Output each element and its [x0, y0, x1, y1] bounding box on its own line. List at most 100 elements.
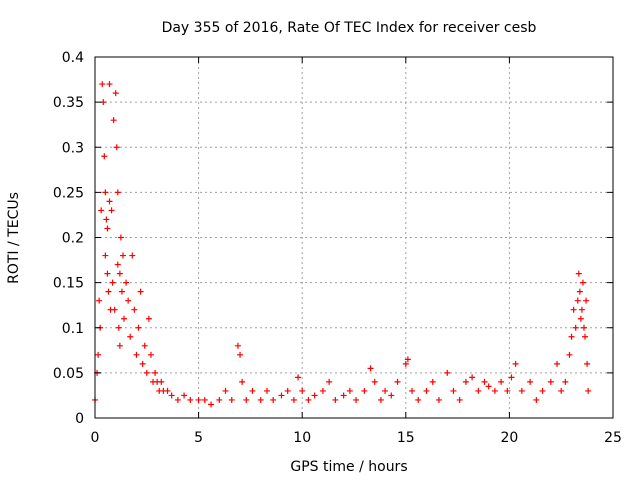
data-point — [409, 387, 416, 394]
data-point — [435, 396, 442, 403]
data-point — [462, 378, 469, 385]
data-point — [201, 396, 208, 403]
data-point — [353, 396, 360, 403]
data-point — [243, 396, 250, 403]
y-tick-label: 0.05 — [53, 366, 84, 382]
data-point — [112, 90, 119, 97]
x-tick-label: 0 — [91, 430, 100, 446]
data-point — [228, 396, 235, 403]
x-tick-label: 20 — [500, 430, 518, 446]
data-point — [574, 297, 581, 304]
data-point — [113, 144, 120, 151]
grid-layer — [95, 57, 613, 418]
data-point — [100, 99, 107, 106]
y-tick-label: 0.1 — [62, 321, 84, 337]
data-point — [111, 306, 118, 313]
x-tick-label: 25 — [604, 430, 622, 446]
data-point — [234, 342, 241, 349]
data-point — [332, 396, 339, 403]
data-point — [119, 252, 126, 259]
data-point — [270, 396, 277, 403]
data-point — [129, 252, 136, 259]
y-tick-label: 0 — [75, 411, 84, 427]
data-point — [562, 378, 569, 385]
data-point — [340, 392, 347, 399]
data-point — [475, 387, 482, 394]
data-point — [371, 378, 378, 385]
data-point — [115, 324, 122, 331]
data-point — [141, 342, 148, 349]
data-point — [311, 392, 318, 399]
data-point — [137, 288, 144, 295]
x-tick-label: 10 — [293, 430, 311, 446]
data-point — [554, 360, 561, 367]
data-point — [568, 333, 575, 340]
data-point — [481, 378, 488, 385]
data-point — [577, 315, 584, 322]
data-point — [105, 288, 112, 295]
data-point — [284, 387, 291, 394]
data-point — [402, 360, 409, 367]
data-point — [404, 356, 411, 363]
data-point — [377, 396, 384, 403]
data-point — [102, 189, 109, 196]
data-point — [263, 387, 270, 394]
data-point — [98, 207, 105, 214]
data-point — [195, 396, 202, 403]
data-point — [102, 252, 109, 259]
data-point — [491, 387, 498, 394]
data-point — [257, 396, 264, 403]
y-tick-label: 0.35 — [53, 95, 84, 111]
data-point — [305, 396, 312, 403]
data-point — [103, 216, 110, 223]
data-point — [143, 369, 150, 376]
data-point — [572, 324, 579, 331]
data-point — [106, 81, 113, 88]
data-point — [429, 378, 436, 385]
data-point — [518, 387, 525, 394]
data-point — [319, 387, 326, 394]
data-point — [104, 225, 111, 232]
data-point — [578, 306, 585, 313]
data-point — [326, 378, 333, 385]
data-point — [295, 374, 302, 381]
data-point — [152, 369, 159, 376]
data-point — [158, 378, 165, 385]
data-point — [485, 383, 492, 390]
data-point — [388, 392, 395, 399]
data-point — [584, 360, 591, 367]
data-point — [504, 387, 511, 394]
data-point — [237, 351, 244, 358]
chart-title: Day 355 of 2016, Rate Of TEC Index for r… — [162, 20, 537, 36]
data-point — [498, 378, 505, 385]
data-point — [367, 365, 374, 372]
y-axis-label: ROTI / TECUs — [6, 192, 22, 284]
data-point — [116, 342, 123, 349]
data-point — [415, 396, 422, 403]
data-point — [216, 396, 223, 403]
data-point — [361, 387, 368, 394]
data-point — [582, 333, 589, 340]
data-point — [450, 387, 457, 394]
data-point — [104, 270, 111, 277]
data-point — [147, 351, 154, 358]
data-point — [585, 387, 592, 394]
data-point — [346, 387, 353, 394]
data-point — [101, 153, 108, 160]
data-point — [114, 189, 121, 196]
data-point — [576, 288, 583, 295]
data-point — [181, 392, 188, 399]
data-point — [164, 387, 171, 394]
data-point — [106, 198, 113, 205]
data-point — [508, 374, 515, 381]
y-tick-label: 0.15 — [53, 276, 84, 292]
y-tick-label: 0.4 — [62, 50, 84, 66]
data-point — [133, 351, 140, 358]
y-tick-label: 0.25 — [53, 185, 84, 201]
data-point — [187, 396, 194, 403]
data-point — [135, 324, 142, 331]
points-layer — [92, 81, 592, 408]
data-point — [575, 270, 582, 277]
data-point — [117, 234, 124, 241]
